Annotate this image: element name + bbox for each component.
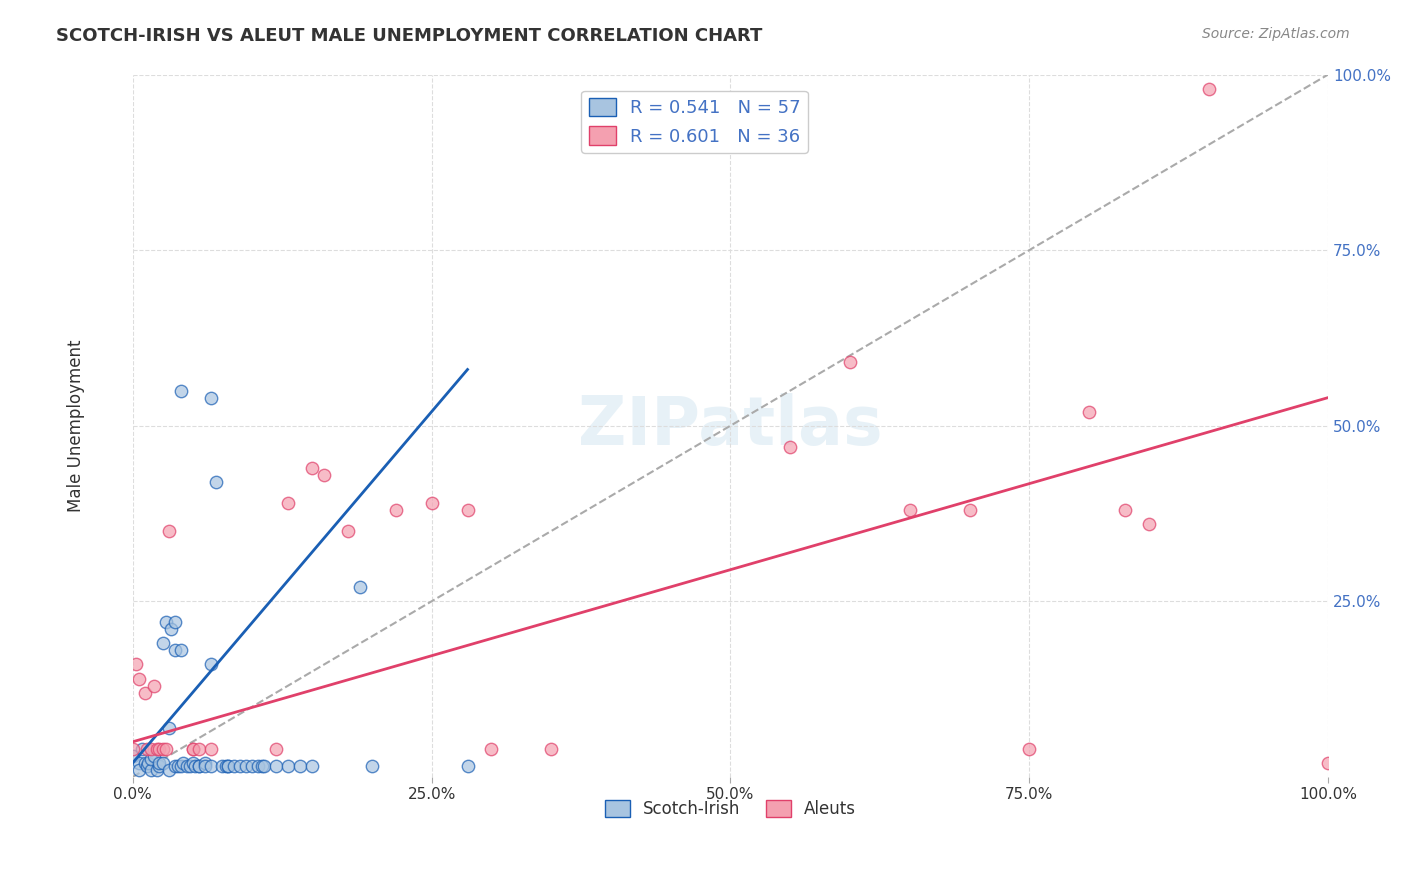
Point xyxy=(163,643,186,657)
Point xyxy=(155,615,177,630)
Point xyxy=(148,756,170,770)
Point xyxy=(211,759,233,773)
Point xyxy=(277,759,299,773)
Point xyxy=(250,759,273,773)
Point xyxy=(152,756,174,770)
Point xyxy=(163,615,186,630)
Point xyxy=(163,759,186,773)
Point xyxy=(288,759,311,773)
Point xyxy=(121,748,143,763)
Point xyxy=(145,763,167,777)
Point xyxy=(167,759,190,773)
Point xyxy=(457,503,479,517)
Point xyxy=(1114,503,1136,517)
Point xyxy=(136,741,159,756)
Point xyxy=(155,741,177,756)
Point xyxy=(143,679,166,693)
Point xyxy=(143,748,166,763)
Text: ZIPatlas: ZIPatlas xyxy=(578,392,883,458)
Point xyxy=(187,741,209,756)
Point xyxy=(131,741,153,756)
Y-axis label: Male Unemployment: Male Unemployment xyxy=(67,340,84,512)
Point xyxy=(148,741,170,756)
Point xyxy=(420,496,443,510)
Point xyxy=(312,467,335,482)
Point xyxy=(169,384,191,398)
Point xyxy=(229,759,252,773)
Point xyxy=(200,741,222,756)
Point xyxy=(200,391,222,405)
Point xyxy=(253,759,276,773)
Point xyxy=(779,440,801,454)
Point xyxy=(187,759,209,773)
Text: Source: ZipAtlas.com: Source: ZipAtlas.com xyxy=(1202,27,1350,41)
Point xyxy=(184,759,207,773)
Point xyxy=(1078,404,1101,418)
Point xyxy=(336,524,359,538)
Point xyxy=(224,759,246,773)
Point xyxy=(128,763,150,777)
Point xyxy=(148,759,170,773)
Point xyxy=(235,759,257,773)
Point xyxy=(1198,81,1220,95)
Point xyxy=(240,759,263,773)
Point xyxy=(1137,516,1160,531)
Point xyxy=(277,496,299,510)
Point xyxy=(136,759,159,773)
Point xyxy=(301,460,323,475)
Point xyxy=(1018,741,1040,756)
Point xyxy=(301,759,323,773)
Point xyxy=(181,741,204,756)
Point xyxy=(193,759,215,773)
Point xyxy=(152,741,174,756)
Point xyxy=(179,759,201,773)
Point xyxy=(169,643,191,657)
Point xyxy=(139,752,162,766)
Point xyxy=(125,657,148,672)
Point xyxy=(361,759,384,773)
Point xyxy=(264,741,287,756)
Point xyxy=(152,636,174,650)
Point xyxy=(128,672,150,686)
Legend: Scotch-Irish, Aleuts: Scotch-Irish, Aleuts xyxy=(599,793,863,825)
Point xyxy=(160,623,183,637)
Point xyxy=(898,503,921,517)
Point xyxy=(138,756,160,770)
Point xyxy=(959,503,981,517)
Text: SCOTCH-IRISH VS ALEUT MALE UNEMPLOYMENT CORRELATION CHART: SCOTCH-IRISH VS ALEUT MALE UNEMPLOYMENT … xyxy=(56,27,762,45)
Point xyxy=(385,503,408,517)
Point xyxy=(128,756,150,770)
Point xyxy=(139,741,162,756)
Point xyxy=(205,475,228,489)
Point xyxy=(200,759,222,773)
Point xyxy=(264,759,287,773)
Point xyxy=(134,685,156,699)
Point xyxy=(187,759,209,773)
Point xyxy=(172,756,194,770)
Point xyxy=(157,721,180,735)
Point xyxy=(157,763,180,777)
Point xyxy=(145,741,167,756)
Point xyxy=(157,524,180,538)
Point xyxy=(200,657,222,672)
Point xyxy=(349,580,371,594)
Point xyxy=(540,741,562,756)
Point xyxy=(481,741,503,756)
Point xyxy=(215,759,238,773)
Point xyxy=(134,756,156,770)
Point xyxy=(217,759,239,773)
Point xyxy=(139,763,162,777)
Point xyxy=(169,759,191,773)
Point xyxy=(839,355,862,369)
Point xyxy=(121,741,143,756)
Point xyxy=(217,759,239,773)
Point xyxy=(457,759,479,773)
Point xyxy=(176,759,198,773)
Point xyxy=(1317,756,1340,770)
Point xyxy=(193,756,215,770)
Point xyxy=(181,756,204,770)
Point xyxy=(247,759,270,773)
Point xyxy=(181,741,204,756)
